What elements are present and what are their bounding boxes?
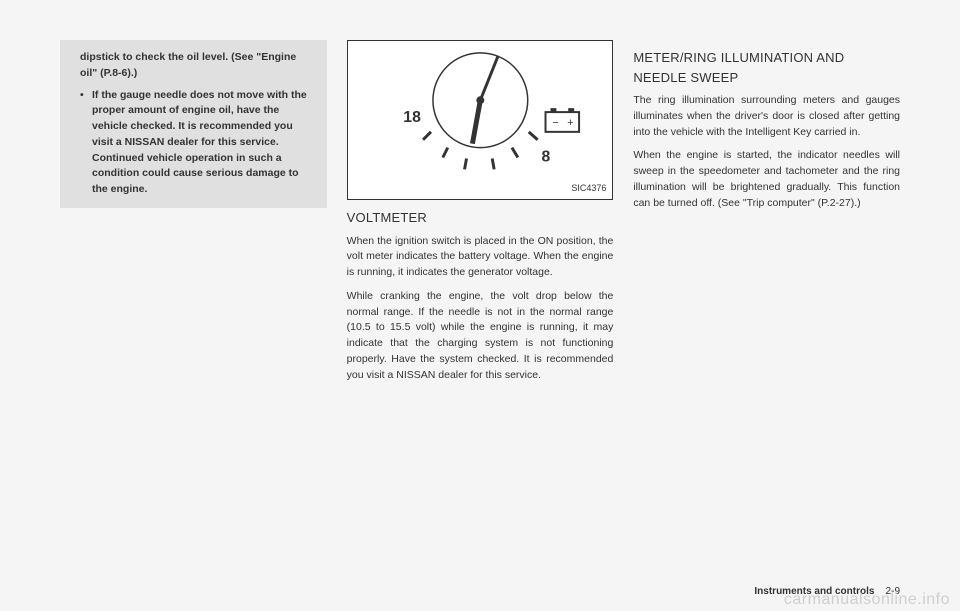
voltmeter-heading: VOLTMETER bbox=[347, 208, 614, 228]
voltmeter-figure: 18 8 − + SIC4376 bbox=[347, 40, 614, 200]
callout-box: dipstick to check the oil level. (See "E… bbox=[60, 40, 327, 208]
footer-page: 2-9 bbox=[886, 586, 900, 597]
page-footer: Instruments and controls 2-9 bbox=[754, 586, 900, 597]
gauge-right-num: 8 bbox=[541, 148, 550, 165]
gauge-left-num: 18 bbox=[403, 109, 421, 126]
voltmeter-p1: When the ignition switch is placed in th… bbox=[347, 234, 614, 281]
footer-section: Instruments and controls bbox=[754, 586, 874, 597]
svg-text:−: − bbox=[552, 117, 558, 129]
illum-p2: When the engine is started, the indicato… bbox=[633, 148, 900, 211]
callout-bullet: If the gauge needle does not move with t… bbox=[80, 88, 315, 198]
column-right: METER/RING ILLUMINATION AND NEEDLE SWEEP… bbox=[633, 40, 900, 391]
figure-label: SIC4376 bbox=[571, 182, 606, 196]
voltmeter-p2: While cranking the engine, the volt drop… bbox=[347, 289, 614, 384]
svg-text:+: + bbox=[567, 117, 573, 129]
column-middle: 18 8 − + SIC4376 VOLTMETER When the igni… bbox=[347, 40, 614, 391]
illum-heading: METER/RING ILLUMINATION AND NEEDLE SWEEP bbox=[633, 48, 900, 87]
column-left: dipstick to check the oil level. (See "E… bbox=[60, 40, 327, 391]
illum-p1: The ring illumination surrounding meters… bbox=[633, 93, 900, 140]
callout-intro: dipstick to check the oil level. (See "E… bbox=[80, 50, 315, 82]
